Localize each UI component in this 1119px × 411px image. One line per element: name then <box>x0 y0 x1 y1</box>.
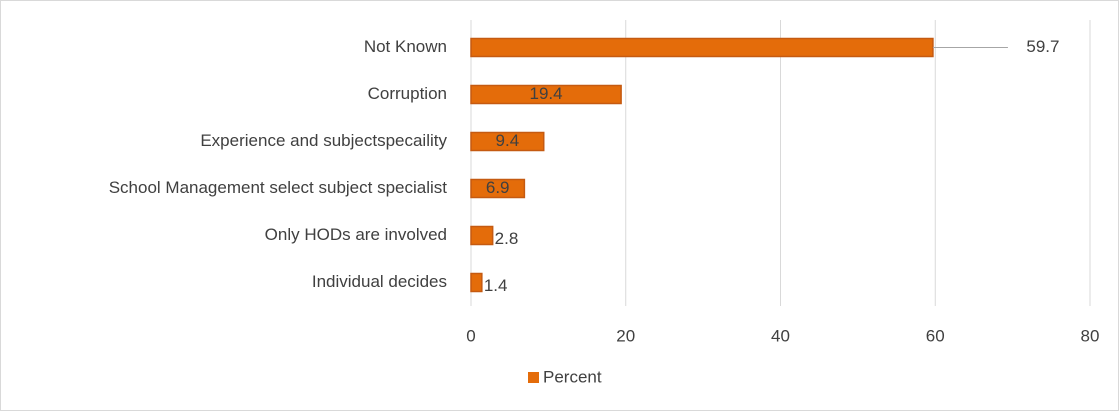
x-tick-label: 20 <box>616 326 635 345</box>
x-tick-label: 40 <box>771 326 790 345</box>
legend-swatch <box>528 372 539 383</box>
data-label: 19.4 <box>530 84 563 103</box>
y-tick-label: Only HODs are involved <box>265 225 447 244</box>
data-label: 59.7 <box>1026 37 1059 56</box>
x-tick-label: 60 <box>926 326 945 345</box>
x-tick-label: 80 <box>1081 326 1100 345</box>
y-tick-label: Corruption <box>368 84 447 103</box>
y-tick-label: Not Known <box>364 37 447 56</box>
bar <box>470 178 526 199</box>
bar <box>470 37 934 58</box>
data-label: 6.9 <box>486 178 510 197</box>
data-label: 2.8 <box>495 229 519 248</box>
x-tick-label: 0 <box>466 326 475 345</box>
legend-label: Percent <box>543 367 602 386</box>
bar <box>470 272 483 293</box>
bar <box>470 225 494 246</box>
y-tick-label: School Management select subject special… <box>109 178 448 197</box>
bar <box>470 84 622 105</box>
y-tick-label: Experience and subjectspecaility <box>200 131 447 150</box>
bar <box>470 131 545 152</box>
data-label: 9.4 <box>496 131 520 150</box>
data-label: 1.4 <box>484 276 508 295</box>
y-tick-label: Individual decides <box>312 272 447 291</box>
